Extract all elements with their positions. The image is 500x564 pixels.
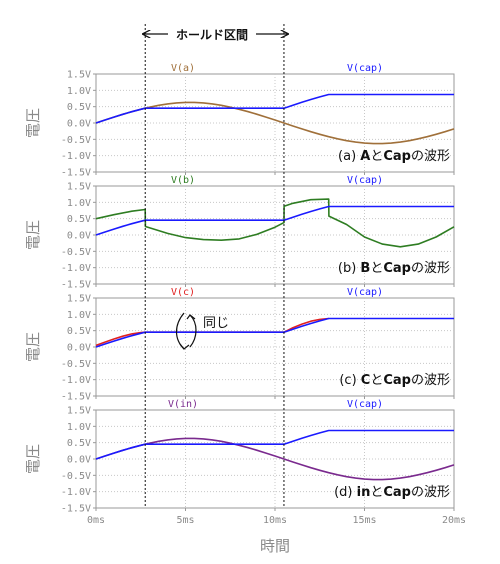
x-tick-label: 20ms — [442, 515, 466, 526]
caption-keyword: C — [361, 373, 371, 388]
y-tick-label: 0.0V — [67, 231, 91, 242]
x-tick-label: 10ms — [263, 515, 287, 526]
panel-b: 1.5V 1.0V 0.5V 0.0V -0.5V -1.0V -1.5V 電圧 V(b) V(c… — [24, 175, 455, 291]
x-tick-label: 5ms — [176, 515, 194, 526]
caption-text: (a) — [338, 149, 360, 164]
x-axis-label: 時間 — [260, 537, 290, 555]
caption-text: と — [370, 261, 383, 276]
y-tick-label: 1.5V — [67, 294, 91, 305]
caption-keyword: A — [360, 149, 370, 164]
overlay-group: ホールド区間 時間 — [143, 24, 290, 555]
legend-label-cap: V(cap) — [347, 175, 383, 186]
caption-text: の波形 — [411, 149, 450, 164]
series-line-d — [95, 437, 455, 481]
y-tick-label: 0.5V — [67, 438, 91, 449]
series-line-a — [95, 101, 455, 145]
panel-c: 1.5V 1.0V 0.5V 0.0V -0.5V -1.0V -1.5V 電圧 V(c) V(c… — [24, 287, 455, 403]
legend-label-a: V(a) — [171, 63, 195, 74]
legend-label-c: V(c) — [171, 287, 195, 298]
y-tick-label: -1.0V — [61, 151, 91, 162]
series-line-cap — [95, 93, 454, 124]
y-tick-label: 0.5V — [67, 214, 91, 225]
same-arrow-curve-right — [189, 314, 197, 348]
caption-keyword: Cap — [383, 485, 411, 500]
caption-keyword: Cap — [383, 261, 411, 276]
caption-text: と — [370, 149, 383, 164]
y-tick-label: 1.5V — [67, 70, 91, 81]
y-tick-label: -1.0V — [61, 375, 91, 386]
legend-label-d: V(in) — [168, 399, 198, 410]
y-tick-label: -1.0V — [61, 263, 91, 274]
legend-label-cap: V(cap) — [347, 287, 383, 298]
legend-label-cap: V(cap) — [347, 399, 383, 410]
series-line-b — [95, 198, 455, 248]
caption-text: の波形 — [411, 485, 450, 500]
caption-text: の波形 — [411, 261, 450, 276]
hold-label-bg — [168, 26, 256, 42]
series-line-cap — [95, 205, 454, 236]
y-tick-label: -0.5V — [61, 359, 91, 370]
y-tick-label: 0.5V — [67, 102, 91, 113]
caption-text: と — [370, 373, 383, 388]
same-arrow-head — [179, 343, 190, 350]
series-line-cap — [95, 429, 454, 460]
panel-caption: (a) AとCapの波形 — [338, 149, 450, 164]
y-tick-label: -0.5V — [61, 135, 91, 146]
legend-label-b: V(b) — [171, 175, 195, 186]
panel-caption: (b) BとCapの波形 — [338, 261, 450, 276]
y-tick-label: 0.0V — [67, 455, 91, 466]
y-tick-label: -1.5V — [61, 504, 91, 515]
y-tick-label: -1.5V — [61, 392, 91, 403]
x-tick-label: 15ms — [352, 515, 376, 526]
caption-text: (d) — [334, 485, 357, 500]
series-line-cap — [95, 317, 454, 348]
y-tick-label: 1.0V — [67, 422, 91, 433]
x-tick-label: 0ms — [87, 515, 105, 526]
caption-keyword: in — [357, 485, 371, 500]
caption-text: (c) — [339, 373, 360, 388]
y-tick-label: 0.0V — [67, 343, 91, 354]
y-axis-label: 電圧 — [24, 444, 42, 474]
y-tick-label: -1.5V — [61, 280, 91, 291]
panel-a: 1.5V 1.0V 0.5V 0.0V -0.5V -1.0V -1.5V 電圧 V(a) V(c… — [24, 63, 455, 179]
caption-keyword: Cap — [383, 149, 411, 164]
panel-caption: (c) CとCapの波形 — [339, 373, 450, 388]
y-tick-label: -1.0V — [61, 487, 91, 498]
y-axis-label: 電圧 — [24, 220, 42, 250]
y-tick-label: 1.0V — [67, 86, 91, 97]
y-tick-label: 0.5V — [67, 326, 91, 337]
y-tick-label: -0.5V — [61, 471, 91, 482]
legend-label-cap: V(cap) — [347, 63, 383, 74]
y-tick-label: 0.0V — [67, 119, 91, 130]
y-tick-label: 1.0V — [67, 310, 91, 321]
panels-group: 1.5V 1.0V 0.5V 0.0V -0.5V -1.0V -1.5V 電圧 V(a) V(c… — [24, 63, 466, 526]
y-axis-label: 電圧 — [24, 108, 42, 138]
y-tick-label: -1.5V — [61, 168, 91, 179]
caption-keyword: B — [360, 261, 370, 276]
caption-text: (b) — [338, 261, 361, 276]
same-label: 同じ — [203, 316, 229, 331]
caption-keyword: Cap — [383, 373, 411, 388]
y-tick-label: 1.5V — [67, 182, 91, 193]
y-tick-label: -0.5V — [61, 247, 91, 258]
y-tick-label: 1.0V — [67, 198, 91, 209]
hold-label: ホールド区間 — [176, 28, 248, 42]
same-arrow-head — [186, 314, 196, 320]
y-tick-label: 1.5V — [67, 406, 91, 417]
caption-text: の波形 — [411, 373, 450, 388]
panel-caption: (d) inとCapの波形 — [334, 485, 450, 500]
y-axis-label: 電圧 — [24, 332, 42, 362]
caption-text: と — [370, 485, 383, 500]
